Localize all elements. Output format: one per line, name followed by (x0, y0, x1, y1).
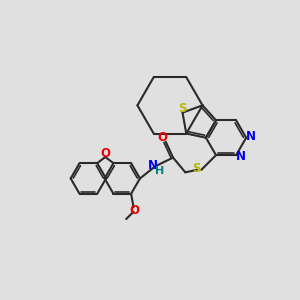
Text: H: H (155, 166, 164, 176)
Text: S: S (178, 102, 187, 115)
Text: O: O (157, 131, 167, 145)
Text: S: S (193, 162, 201, 175)
Text: O: O (130, 204, 140, 218)
Text: N: N (236, 150, 245, 163)
Text: O: O (100, 147, 110, 160)
Text: N: N (148, 159, 158, 172)
Text: N: N (246, 130, 256, 143)
